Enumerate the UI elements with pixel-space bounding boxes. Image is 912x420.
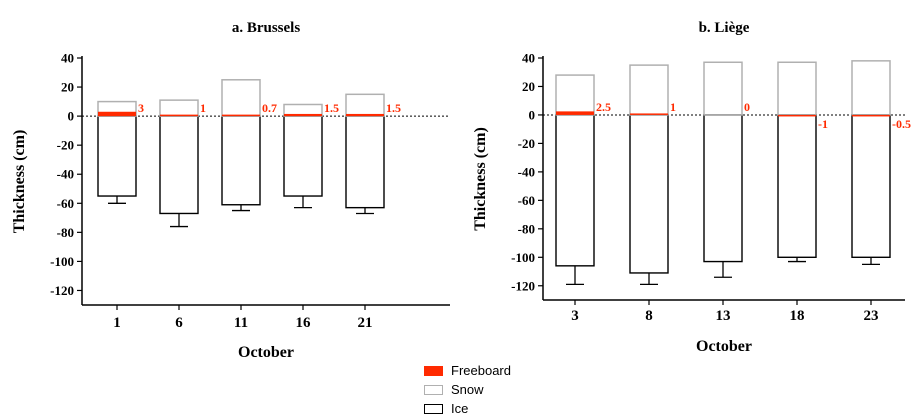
chart-a-freeboard-bar [98,111,136,117]
chart-b-y-tick-label: 20 [522,79,535,94]
legend-label-ice: Ice [451,401,469,416]
chart-b-y-tick-label: -40 [518,164,535,179]
chart-a-x-tick-label: 1 [113,315,121,331]
chart-b-y-tick-label: -20 [518,136,535,151]
chart-a-y-tick-label: -40 [57,167,74,182]
chart-a-x-tick-label: 6 [175,315,183,331]
chart-b-snow-bar [851,60,891,116]
chart-b-ice-bar [777,114,817,258]
chart-a-y-tick-label: 0 [68,109,75,124]
chart-a-y-tick-label: -60 [57,196,74,211]
chart-a-ice-bar [345,115,385,209]
chart-b-title: b. Liège [699,20,750,36]
chart-b-freeboard-bar [852,114,890,117]
chart-b-x-label: October [696,338,752,355]
chart-b-y-tick-label: -60 [518,193,535,208]
chart-b-ice-bar [703,114,743,263]
chart-a-x-tick-label: 21 [358,315,373,331]
legend-item-ice: Ice [424,399,511,418]
chart-b-y-tick-label: 0 [529,107,536,122]
chart-b-freeboard-label: 1 [670,100,676,114]
chart-b-y-tick-label: -80 [518,221,535,236]
chart-a-x-tick-label: 16 [296,315,312,331]
chart-b-y-tick-label: -120 [511,278,535,293]
chart-a-freeboard-bar [160,114,198,117]
chart-a-freeboard-bar [284,113,322,117]
chart-b-y-label: Thickness (cm) [472,127,489,231]
chart-a-x-tick-label: 11 [234,315,248,331]
chart-a-ice-bar [283,115,323,197]
chart-b-ice-bar [555,114,595,267]
chart-a-snow-bar [221,79,261,117]
chart-a-ice-bar [159,115,199,215]
chart-a-freeboard-bar [222,114,260,117]
chart-a-snow-bar [159,99,199,117]
chart-b-y-tick-label: 40 [522,51,535,66]
chart-b-freeboard-bar [630,113,668,115]
chart-b-snow-bar [703,61,743,116]
chart-a-y-tick-label: -80 [57,225,74,240]
chart-a-freeboard-label: 1.5 [386,101,401,115]
chart-b-ice-bar [629,114,669,274]
legend-label-snow: Snow [451,382,484,397]
chart-a-freeboard-label: 1.5 [324,101,339,115]
chart-a-y-tick-label: -20 [57,138,74,153]
chart-a-title: a. Brussels [232,20,301,36]
legend-label-freeboard: Freeboard [451,363,511,378]
chart-b-x-tick-label: 18 [790,308,805,324]
chart-a-ice-bar [221,115,261,206]
chart-a-freeboard-label: 0.7 [262,101,277,115]
chart-a-y-label: Thickness (cm) [11,130,28,234]
chart-a-y-tick-label: -120 [50,283,74,298]
legend-item-snow: Snow [424,380,511,399]
chart-b-snow-bar [629,64,669,116]
chart-b-x-tick-label: 3 [571,308,579,324]
chart-a-x-label: October [238,344,294,361]
chart-b-freeboard-bar [556,111,594,115]
chart-a-y-tick-label: 20 [61,80,74,95]
chart-a-y-tick-label: -100 [50,254,74,269]
chart-a-snow-bar [345,93,385,117]
chart-b-x-tick-label: 13 [716,308,731,324]
chart-b-freeboard-label: -1 [818,117,828,131]
chart-a-freeboard-label: 3 [138,101,144,115]
chart-b-freeboard-label: -0.5 [892,117,911,131]
chart-b-snow-bar [555,74,595,116]
chart-a-freeboard-bar [346,113,384,117]
chart-b-freeboard-label: 2.5 [596,100,611,114]
chart-legend: Freeboard Snow Ice [424,361,511,418]
chart-b-x-tick-label: 8 [645,308,653,324]
chart-b-freeboard-label: 0 [744,100,750,114]
chart-a-y-tick-label: 40 [61,51,74,66]
chart-b-freeboard-bar [778,114,816,117]
legend-swatch-ice [424,403,443,414]
chart-a-freeboard-label: 1 [200,101,206,115]
legend-swatch-snow [424,384,443,395]
chart-b-x-tick-label: 23 [864,308,879,324]
legend-swatch-freeboard [424,365,443,376]
chart-b-ice-bar [851,114,891,258]
chart-a-ice-bar [97,115,137,197]
chart-b-y-tick-label: -100 [511,250,535,265]
chart-b-snow-bar [777,61,817,116]
legend-item-freeboard: Freeboard [424,361,511,380]
